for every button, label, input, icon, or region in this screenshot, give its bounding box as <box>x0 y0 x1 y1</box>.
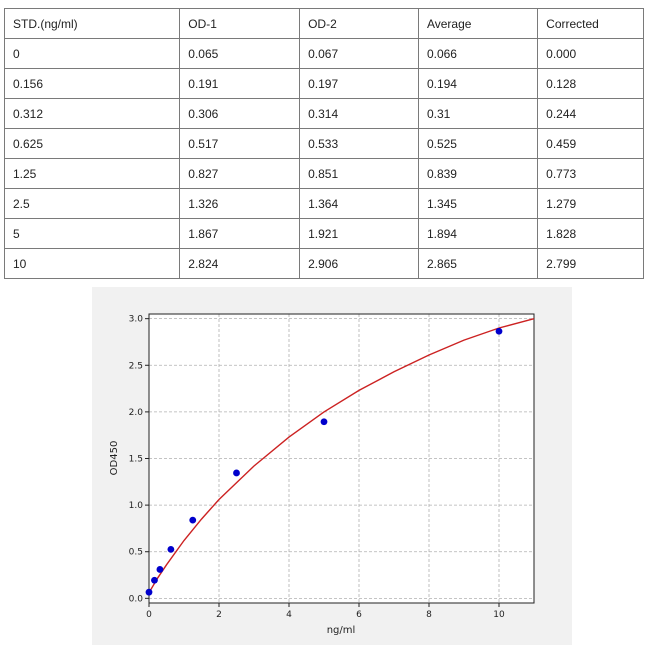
chart-svg: 0 2 4 6 8 10 0.0 0.5 1.0 1.5 2.0 2.5 3.0 ng/ml OD450 <box>109 313 535 636</box>
table-cell: 1.364 <box>299 188 419 219</box>
y-tick-label: 1.0 <box>129 501 144 511</box>
x-tick-label: 2 <box>216 610 222 620</box>
y-tick-label: 0.5 <box>129 548 143 558</box>
table-cell: 1.867 <box>179 218 301 249</box>
y-tick-label: 3.0 <box>129 315 144 325</box>
data-point <box>167 545 175 553</box>
table-row: 0 0.065 0.067 0.066 0.000 <box>3 38 644 69</box>
fit-curve-line <box>148 318 535 594</box>
table-cell: 0.851 <box>299 158 419 189</box>
table-cell: 2.799 <box>537 248 644 279</box>
table-cell: 0.312 <box>3 98 181 129</box>
table-cell: 0.067 <box>299 38 419 69</box>
data-point <box>156 566 164 573</box>
standard-curve-chart: 0 2 4 6 8 10 0.0 0.5 1.0 1.5 2.0 2.5 3.0 ng/ml OD450 <box>92 287 572 645</box>
x-tick-label: 8 <box>426 610 432 620</box>
table-cell: 0.065 <box>179 38 301 69</box>
table-cell: 0.839 <box>417 158 539 189</box>
table-cell: 2.5 <box>3 188 181 219</box>
column-header: OD-2 <box>299 8 419 39</box>
table-row: 5 1.867 1.921 1.894 1.828 <box>3 218 644 249</box>
table-cell: 1.345 <box>417 188 539 219</box>
table-cell: 0.191 <box>179 68 301 99</box>
x-tick-label: 10 <box>493 610 505 620</box>
y-tick-label: 1.5 <box>129 455 143 465</box>
table-cell: 5 <box>3 218 181 249</box>
table-cell: 2.906 <box>299 248 419 279</box>
table-cell: 1.279 <box>537 188 644 219</box>
y-tick-label: 2.0 <box>129 408 144 418</box>
data-point <box>320 418 328 426</box>
data-point <box>495 327 503 335</box>
x-tick-label: 0 <box>146 610 152 620</box>
table-cell: 1.828 <box>537 218 644 249</box>
table-cell: 0.128 <box>537 68 644 99</box>
table-cell: 0.827 <box>179 158 301 189</box>
table-cell: 10 <box>3 248 181 279</box>
table-cell: 0.517 <box>179 128 301 159</box>
table-cell: 0.066 <box>417 38 539 69</box>
table-row: 10 2.824 2.906 2.865 2.799 <box>3 248 644 279</box>
table-cell: 0.31 <box>417 98 539 129</box>
table-row: 0.312 0.306 0.314 0.31 0.244 <box>3 98 644 129</box>
table-header-row: STD.(ng/ml) OD-1 OD-2 Average Corrected <box>3 8 644 39</box>
column-header: OD-1 <box>179 8 301 39</box>
column-header: Corrected <box>537 8 644 39</box>
table-row: 0.625 0.517 0.533 0.525 0.459 <box>3 128 644 159</box>
table-cell: 2.865 <box>417 248 539 279</box>
data-point <box>233 469 240 477</box>
standard-curve-table: STD.(ng/ml) OD-1 OD-2 Average Corrected 0 0.06… <box>3 8 644 279</box>
table-cell: 1.326 <box>179 188 301 219</box>
table-cell: 0.773 <box>537 158 644 189</box>
x-tick-label: 4 <box>286 610 292 620</box>
table-cell: 2.824 <box>179 248 301 279</box>
table-cell: 0.625 <box>3 128 181 159</box>
data-point <box>189 516 197 524</box>
y-tick-label: 0.0 <box>129 594 144 604</box>
table-cell: 0.194 <box>417 68 539 99</box>
table-cell: 0.156 <box>3 68 181 99</box>
table-cell: 0.459 <box>537 128 644 159</box>
table-row: 2.5 1.326 1.364 1.345 1.279 <box>3 188 644 219</box>
data-point <box>145 588 153 596</box>
y-axis-title: OD450 <box>109 441 120 476</box>
table-cell: 0.533 <box>299 128 419 159</box>
table-cell: 0.314 <box>299 98 419 129</box>
table-row: 1.25 0.827 0.851 0.839 0.773 <box>3 158 644 189</box>
table-cell: 1.921 <box>299 218 419 249</box>
y-tick-label: 2.5 <box>129 361 143 371</box>
table-cell: 0.000 <box>537 38 644 69</box>
table-cell: 0.244 <box>537 98 644 129</box>
table-cell: 1.25 <box>3 158 181 189</box>
table-cell: 0.306 <box>179 98 301 129</box>
table-cell: 1.894 <box>417 218 539 249</box>
table-cell: 0.197 <box>299 68 419 99</box>
data-point <box>151 576 158 584</box>
x-axis-title: ng/ml <box>327 625 356 636</box>
table-cell: 0 <box>3 38 181 69</box>
table-row: 0.156 0.191 0.197 0.194 0.128 <box>3 68 644 99</box>
table-cell: 0.525 <box>417 128 539 159</box>
x-tick-label: 6 <box>356 610 362 620</box>
column-header: Average <box>417 8 539 39</box>
column-header: STD.(ng/ml) <box>3 8 181 39</box>
